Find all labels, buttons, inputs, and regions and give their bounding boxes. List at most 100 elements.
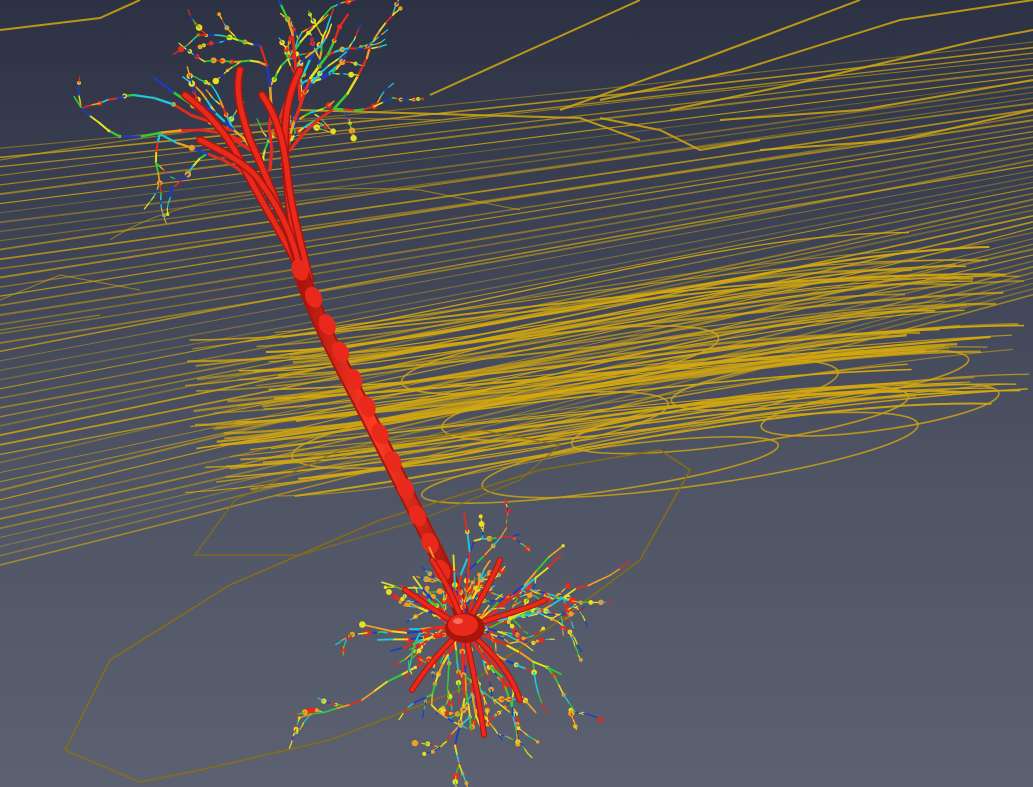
contour-line bbox=[0, 215, 1033, 437]
dendrite-segment bbox=[200, 91, 208, 101]
dendrite-segment bbox=[547, 554, 562, 569]
dendrite-segment bbox=[576, 650, 580, 657]
dendrite-segment bbox=[507, 632, 514, 635]
dendrite-segment bbox=[515, 639, 526, 646]
dendrite-segment bbox=[586, 713, 592, 716]
dendrite-segment bbox=[353, 108, 366, 112]
dendrite-segment bbox=[378, 33, 383, 38]
dendrite-segment bbox=[462, 674, 466, 700]
contour-line bbox=[0, 147, 1033, 326]
dendrite-segment bbox=[522, 611, 540, 618]
dendrite-segment bbox=[291, 736, 294, 742]
dendrite-segment bbox=[293, 728, 297, 734]
dendrite-segment bbox=[430, 693, 434, 706]
dendrite-segment bbox=[545, 638, 551, 641]
dendrite-segment bbox=[576, 644, 583, 653]
dendrite-segment bbox=[420, 639, 428, 646]
varicosity bbox=[411, 739, 419, 747]
varicosity bbox=[398, 600, 402, 604]
dendrite-segment bbox=[404, 654, 411, 661]
contour-line bbox=[599, 117, 761, 152]
dendrite-segment bbox=[506, 644, 522, 654]
dendrite-segment bbox=[158, 129, 182, 135]
dendrite-segment bbox=[286, 57, 292, 66]
dendrite-segment bbox=[310, 109, 319, 114]
dendrite-segment bbox=[373, 101, 385, 108]
dendrite-segment bbox=[424, 693, 434, 699]
dendrite-segment bbox=[439, 658, 443, 664]
dendrite-segment bbox=[213, 34, 223, 37]
dendrite-segment bbox=[285, 49, 289, 59]
dendrite-segment bbox=[447, 717, 455, 724]
dendrite-segment bbox=[433, 576, 440, 582]
dendrite-segment bbox=[524, 732, 529, 737]
varicosity bbox=[470, 580, 475, 585]
apical-branch bbox=[197, 137, 303, 273]
contour-line bbox=[0, 198, 1033, 409]
dendrite-segment bbox=[582, 712, 588, 715]
dendrite-segment bbox=[563, 587, 578, 598]
dendrite-segment bbox=[419, 626, 437, 633]
dendrite-segment bbox=[479, 568, 486, 581]
varicosity bbox=[359, 621, 366, 628]
dendrite-segment bbox=[414, 652, 419, 657]
dendrite-segment bbox=[514, 597, 518, 604]
dendrite-segment bbox=[318, 50, 323, 60]
dendrite-segment bbox=[495, 621, 502, 626]
dendrite-segment bbox=[316, 107, 325, 112]
dendrite-segment bbox=[408, 618, 414, 621]
dendrite-segment bbox=[215, 91, 221, 101]
dendrite-segment bbox=[441, 713, 449, 720]
dendrite-segment bbox=[504, 498, 507, 504]
dendrite-segment bbox=[526, 635, 532, 639]
dendrite-segment bbox=[185, 48, 191, 53]
contour-line bbox=[0, 68, 1033, 196]
dendrite-segment bbox=[524, 699, 537, 714]
dendrite-segment bbox=[341, 53, 348, 63]
dendrite-segment bbox=[383, 86, 390, 93]
dendrite-segment bbox=[294, 29, 298, 36]
dendrite-segment bbox=[558, 594, 564, 597]
dendrite-segment bbox=[439, 617, 446, 624]
varicosity bbox=[398, 6, 403, 11]
dendrite-segment bbox=[301, 118, 319, 136]
dendrite-segment bbox=[211, 84, 218, 94]
varicosity bbox=[383, 585, 388, 590]
dendrite-segment bbox=[236, 38, 246, 44]
dendrite-segment bbox=[457, 573, 462, 594]
dendrite-segment bbox=[524, 748, 529, 755]
dendrite-segment bbox=[163, 214, 166, 220]
dendrite-segment bbox=[220, 158, 238, 170]
dendrite-segment bbox=[572, 640, 576, 647]
dendrite-segment bbox=[192, 53, 198, 58]
varicosity bbox=[350, 135, 357, 142]
dendrite-segment bbox=[319, 71, 330, 78]
dendrite-segment bbox=[489, 599, 494, 602]
dendrite-segment bbox=[381, 581, 395, 587]
trunk-bead bbox=[396, 477, 415, 500]
dendrite-segment bbox=[298, 725, 303, 731]
dendrite-segment bbox=[491, 592, 497, 595]
dendrite-segment bbox=[550, 617, 560, 624]
trunk-bead bbox=[421, 532, 439, 554]
contour-loop bbox=[570, 385, 910, 455]
region-outline-path bbox=[63, 449, 692, 783]
contour-line bbox=[0, 125, 1033, 288]
contour-line bbox=[0, 159, 1033, 344]
dendrite-segment bbox=[562, 694, 571, 705]
dendrite-segment bbox=[469, 597, 475, 610]
dendrite-segment bbox=[268, 147, 274, 172]
dendrite-segment bbox=[204, 104, 217, 114]
dendrite-segment bbox=[519, 651, 535, 663]
dendrite-segment bbox=[372, 42, 379, 46]
dendrite-segment bbox=[172, 103, 193, 117]
dendrite-segment bbox=[488, 590, 493, 594]
dendrite-segment bbox=[441, 654, 445, 660]
varicosity bbox=[536, 740, 540, 744]
dendrite-segment bbox=[407, 660, 412, 672]
dendrite-segment bbox=[297, 717, 301, 723]
dendrite-segment bbox=[578, 610, 584, 617]
dendrite-segment bbox=[344, 639, 347, 645]
region-outline bbox=[63, 429, 692, 783]
